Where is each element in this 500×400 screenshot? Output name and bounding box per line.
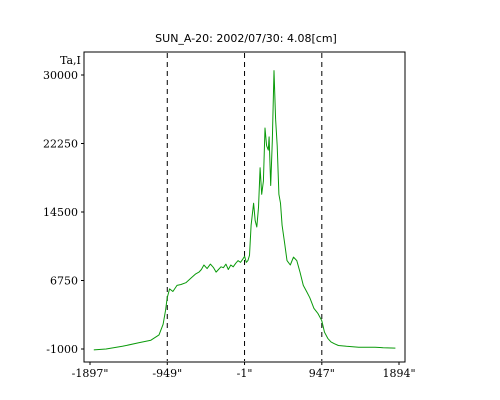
vertical-reference-lines	[166, 53, 323, 361]
x-tick-label: 1894"	[382, 367, 415, 380]
y-axis-label: Ta,I	[60, 54, 81, 67]
x-tick-label: -949"	[152, 367, 182, 380]
x-tick-label: -1"	[237, 367, 253, 380]
series-line	[93, 70, 396, 351]
y-tick-label: -1000	[46, 343, 78, 356]
chart-title: SUN_A-20: 2002/07/30: 4.08[cm]	[155, 32, 337, 45]
y-tick-label: 14500	[43, 206, 78, 219]
series-layer	[93, 70, 396, 351]
y-tick-label: 22250	[43, 138, 78, 151]
axis-ticks: -1000 6750 14500 22250 30000 -1897" -949" -1" 94…	[43, 69, 416, 380]
x-tick-label: 947"	[309, 367, 335, 380]
y-tick-label: 30000	[43, 69, 78, 82]
x-tick-label: -1897"	[72, 367, 109, 380]
y-tick-label: 6750	[50, 275, 78, 288]
